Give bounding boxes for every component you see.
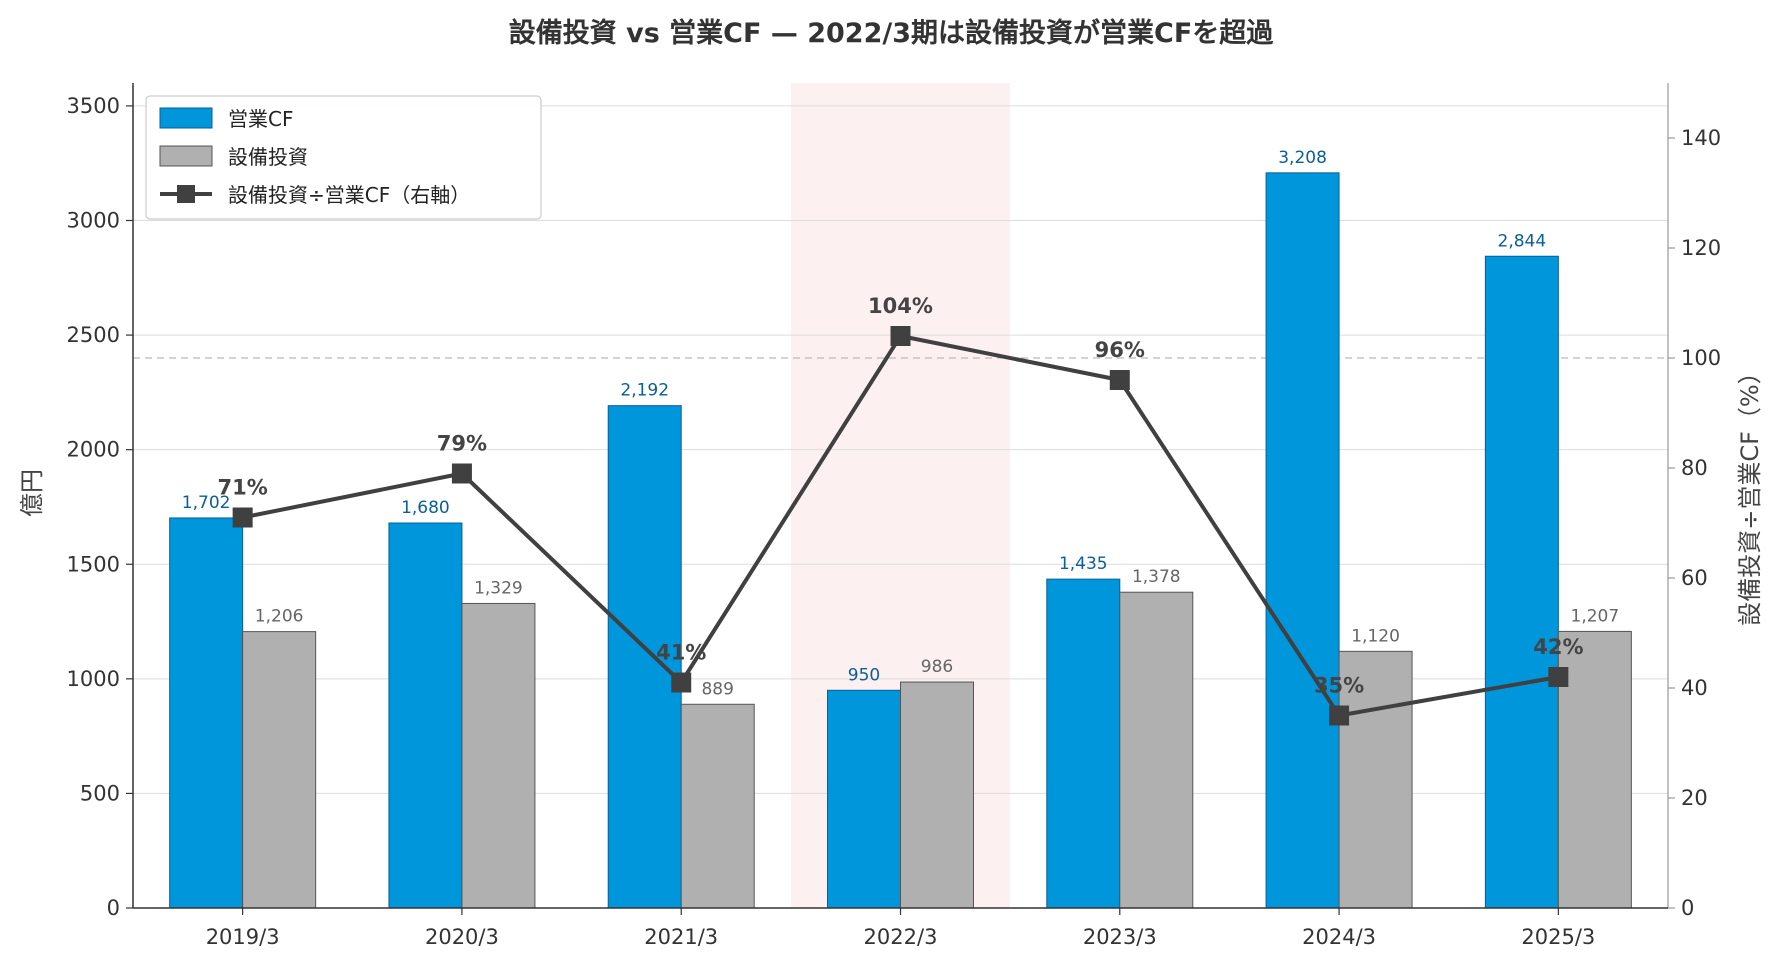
ratio-label: 42% (1533, 635, 1583, 659)
legend-swatch-capex (159, 145, 213, 167)
ratio-label: 104% (868, 294, 933, 318)
bar-label-capex: 1,207 (1571, 606, 1620, 626)
x-tick-label: 2021/3 (644, 925, 718, 949)
bar-label-operating-cf: 1,680 (401, 498, 450, 518)
bar-label-capex: 1,206 (255, 607, 304, 627)
x-tick-label: 2019/3 (206, 925, 280, 949)
y-right-tick-label: 60 (1681, 566, 1708, 590)
x-tick-label: 2020/3 (425, 925, 499, 949)
bar-capex (242, 631, 317, 909)
bar-operating-cf (1046, 578, 1121, 909)
ratio-marker (1548, 667, 1569, 687)
chart-title: 設備投資 vs 営業CF — 2022/3期は設備投資が営業CFを超過 (509, 17, 1275, 49)
ratio-label: 41% (656, 641, 706, 665)
legend-label-ratio: 設備投資÷営業CF（右軸） (228, 183, 470, 207)
y-tick-label: 2000 (67, 438, 120, 462)
bar-operating-cf (169, 517, 244, 909)
bar-capex (1557, 630, 1632, 909)
y-axis-label: 億円 (18, 469, 46, 517)
y-right-tick-label: 100 (1681, 346, 1721, 370)
ratio-label: 35% (1314, 674, 1364, 698)
y-right-tick-label: 80 (1681, 456, 1708, 480)
legend-marker-ratio (177, 185, 195, 203)
legend-label-capex: 設備投資 (228, 145, 308, 169)
bar-capex (1338, 650, 1413, 909)
x-tick-label: 2025/3 (1521, 925, 1595, 949)
ratio-marker (451, 463, 472, 484)
y-right-tick-label: 0 (1681, 896, 1694, 920)
bar-label-capex: 1,378 (1132, 567, 1181, 587)
bar-label-capex: 1,329 (474, 578, 523, 598)
bar-label-operating-cf: 950 (848, 665, 880, 685)
ratio-marker (671, 672, 692, 693)
bar-label-operating-cf: 3,208 (1278, 148, 1327, 168)
y-right-tick-label: 20 (1681, 786, 1708, 810)
y-right-tick-label: 120 (1681, 236, 1721, 260)
bar-label-operating-cf: 2,844 (1498, 231, 1547, 251)
ratio-marker (1109, 370, 1130, 390)
bar-capex (680, 703, 755, 909)
bar-capex (1119, 591, 1194, 909)
bar-capex (900, 681, 974, 909)
legend-swatch-operating-cf (159, 107, 213, 129)
y-tick-label: 2500 (67, 323, 120, 347)
y-right-tick-label: 40 (1681, 676, 1708, 700)
y-right-tick-label: 140 (1681, 126, 1721, 150)
ratio-marker (232, 507, 253, 528)
bar-operating-cf (827, 689, 901, 909)
y-tick-label: 3000 (67, 209, 120, 233)
bar-capex (461, 602, 536, 909)
bar-label-capex: 889 (701, 679, 733, 699)
ratio-label: 79% (437, 432, 487, 456)
legend-label-operating-cf: 営業CF (228, 107, 293, 131)
bar-label-operating-cf: 1,702 (182, 493, 231, 513)
ratio-label: 96% (1095, 338, 1145, 362)
x-tick-label: 2024/3 (1302, 925, 1376, 949)
y-tick-label: 0 (107, 896, 120, 920)
y-tick-label: 1500 (67, 552, 120, 576)
y-tick-label: 500 (80, 781, 120, 805)
bar-label-operating-cf: 2,192 (620, 381, 669, 401)
y-axis-label-right: 設備投資÷営業CF（%） (1736, 360, 1764, 625)
y-tick-label: 1000 (67, 667, 120, 691)
bar-label-capex: 1,120 (1351, 626, 1400, 646)
legend-box (145, 95, 542, 220)
bar-label-capex: 986 (921, 657, 953, 677)
y-tick-label: 3500 (67, 94, 120, 118)
bar-label-operating-cf: 1,435 (1059, 554, 1108, 574)
bar-operating-cf (1265, 172, 1340, 909)
ratio-label: 71% (218, 476, 268, 500)
ratio-marker (1329, 705, 1350, 726)
x-tick-label: 2022/3 (864, 925, 938, 949)
bar-operating-cf (388, 522, 463, 909)
bar-operating-cf (607, 405, 682, 909)
bar-operating-cf (1484, 255, 1559, 909)
x-tick-label: 2023/3 (1083, 925, 1157, 949)
ratio-marker (890, 326, 911, 346)
